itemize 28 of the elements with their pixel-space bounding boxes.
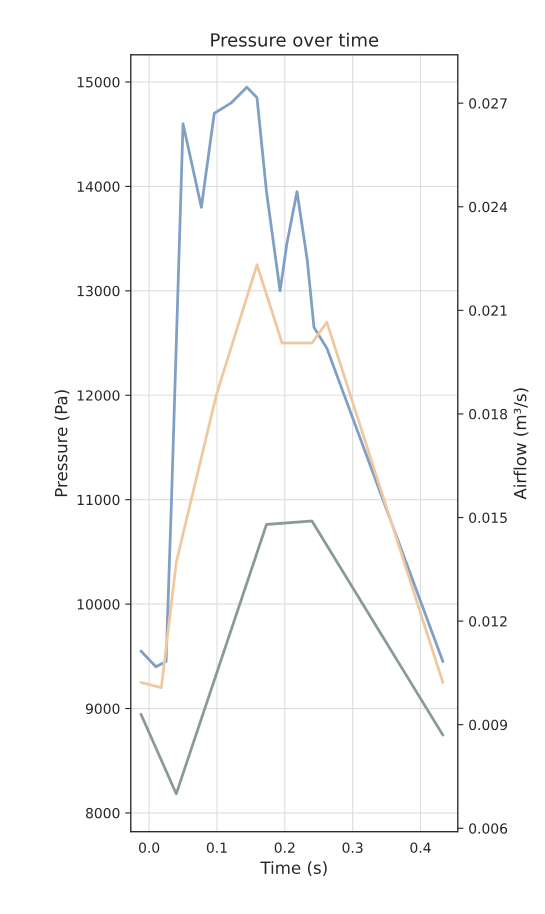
y2-tick-label: 0.015 (469, 512, 507, 523)
y2-tick-label: 0.027 (469, 98, 507, 109)
y2-tick-label: 0.006 (469, 823, 508, 834)
y2-tick-label: 0.024 (469, 202, 508, 212)
x-tick-label: 0.0 (138, 842, 160, 853)
y2-tick-label: 0.012 (469, 616, 507, 627)
line-series (140, 86, 444, 668)
y-tick-label: 15000 (78, 76, 120, 88)
x-tick-label: 0.1 (206, 842, 227, 853)
x-tick-label: 0.2 (274, 842, 294, 853)
y-tick-label: 13000 (78, 286, 120, 296)
y2-tick-label: 0.018 (469, 408, 508, 420)
y-tick-label: 10000 (78, 599, 120, 610)
line-series (140, 520, 444, 796)
y2-axis-title: Airflow (m³/s) (514, 388, 528, 500)
y-tick-label: 8000 (86, 808, 120, 818)
y2-tick-label: 0.021 (469, 305, 507, 316)
y-tick-label: 12000 (78, 390, 120, 401)
chart-title: Pressure over time (211, 32, 378, 47)
x-tick-label: 0.4 (410, 842, 431, 853)
line-series (140, 263, 444, 690)
y2-tick-label: 0.009 (469, 720, 507, 730)
y-axis-title: Pressure (Pa) (54, 390, 70, 496)
y-tick-label: 14000 (78, 181, 120, 192)
y-tick-label: 9000 (86, 703, 120, 714)
x-axis-title: Time (s) (260, 861, 327, 876)
y-tick-label: 11000 (78, 494, 120, 506)
x-tick-label: 0.3 (342, 842, 363, 853)
